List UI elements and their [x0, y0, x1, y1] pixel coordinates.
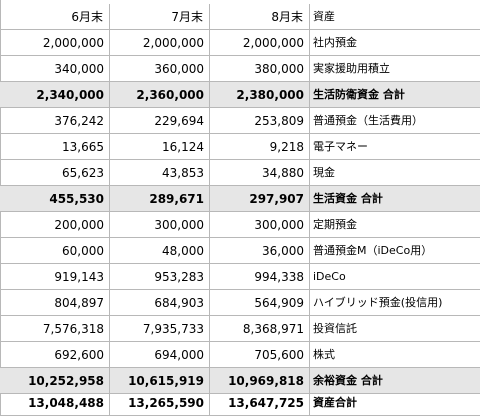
table-row: 919,143 953,283 994,338 iDeCo: [0, 264, 480, 290]
cell-june[interactable]: 340,000: [0, 56, 110, 82]
subtotal-row: 10,252,958 10,615,919 10,969,818 余裕資金 合計: [0, 368, 480, 394]
cell-july[interactable]: 2,360,000: [110, 82, 210, 108]
cell-july[interactable]: 694,000: [110, 342, 210, 368]
cell-july[interactable]: 360,000: [110, 56, 210, 82]
cell-august[interactable]: 36,000: [210, 238, 310, 264]
cell-june[interactable]: 65,623: [0, 160, 110, 186]
cell-label[interactable]: 生活資金 合計: [310, 186, 480, 212]
cell-june[interactable]: 455,530: [0, 186, 110, 212]
cell-august[interactable]: 380,000: [210, 56, 310, 82]
table-row: 376,242 229,694 253,809 普通預金（生活費用）: [0, 108, 480, 134]
cell-june[interactable]: 60,000: [0, 238, 110, 264]
table-row: 200,000 300,000 300,000 定期預金: [0, 212, 480, 238]
cell-label[interactable]: 社内預金: [310, 30, 480, 56]
cell-july[interactable]: 13,265,590: [110, 390, 210, 416]
cell-july[interactable]: 10,615,919: [110, 368, 210, 394]
cell-label[interactable]: 投資信託: [310, 316, 480, 342]
cell-june[interactable]: 13,048,488: [0, 390, 110, 416]
cell-july[interactable]: 48,000: [110, 238, 210, 264]
cell-august[interactable]: 564,909: [210, 290, 310, 316]
header-asset[interactable]: 資産: [310, 4, 480, 30]
cell-august[interactable]: 2,000,000: [210, 30, 310, 56]
cell-june[interactable]: 10,252,958: [0, 368, 110, 394]
cell-label[interactable]: ハイブリッド預金(投信用): [310, 290, 480, 316]
cell-label[interactable]: 資産合計: [310, 390, 480, 416]
cell-label[interactable]: 電子マネー: [310, 134, 480, 160]
cell-july[interactable]: 16,124: [110, 134, 210, 160]
table-row: 692,600 694,000 705,600 株式: [0, 342, 480, 368]
cell-august[interactable]: 253,809: [210, 108, 310, 134]
cell-label[interactable]: 余裕資金 合計: [310, 368, 480, 394]
table-row: 2,000,000 2,000,000 2,000,000 社内預金: [0, 30, 480, 56]
cell-august[interactable]: 34,880: [210, 160, 310, 186]
cell-june[interactable]: 2,340,000: [0, 82, 110, 108]
cell-june[interactable]: 376,242: [0, 108, 110, 134]
cell-august[interactable]: 297,907: [210, 186, 310, 212]
cell-july[interactable]: 43,853: [110, 160, 210, 186]
header-june[interactable]: 6月末: [0, 4, 110, 30]
cell-label[interactable]: iDeCo: [310, 264, 480, 290]
cell-august[interactable]: 8,368,971: [210, 316, 310, 342]
cell-july[interactable]: 229,694: [110, 108, 210, 134]
cell-august[interactable]: 2,380,000: [210, 82, 310, 108]
cell-august[interactable]: 705,600: [210, 342, 310, 368]
table-row: 13,665 16,124 9,218 電子マネー: [0, 134, 480, 160]
cell-july[interactable]: 684,903: [110, 290, 210, 316]
subtotal-row: 455,530 289,671 297,907 生活資金 合計: [0, 186, 480, 212]
cell-label[interactable]: 実家援助用積立: [310, 56, 480, 82]
cell-august[interactable]: 300,000: [210, 212, 310, 238]
cell-label[interactable]: 生活防衛資金 合計: [310, 82, 480, 108]
cell-july[interactable]: 289,671: [110, 186, 210, 212]
cell-label[interactable]: 現金: [310, 160, 480, 186]
cell-june[interactable]: 7,576,318: [0, 316, 110, 342]
table-row: 340,000 360,000 380,000 実家援助用積立: [0, 56, 480, 82]
cell-july[interactable]: 7,935,733: [110, 316, 210, 342]
header-july[interactable]: 7月末: [110, 4, 210, 30]
cell-august[interactable]: 9,218: [210, 134, 310, 160]
cell-august[interactable]: 13,647,725: [210, 390, 310, 416]
cell-label[interactable]: 普通預金M（iDeCo用）: [310, 238, 480, 264]
cell-june[interactable]: 692,600: [0, 342, 110, 368]
header-august[interactable]: 8月末: [210, 4, 310, 30]
cell-label[interactable]: 定期預金: [310, 212, 480, 238]
cell-july[interactable]: 953,283: [110, 264, 210, 290]
grand-total-row: 13,048,488 13,265,590 13,647,725 資産合計: [0, 390, 480, 416]
cell-label[interactable]: 株式: [310, 342, 480, 368]
subtotal-row: 2,340,000 2,360,000 2,380,000 生活防衛資金 合計: [0, 82, 480, 108]
cell-june[interactable]: 804,897: [0, 290, 110, 316]
cell-july[interactable]: 2,000,000: [110, 30, 210, 56]
cell-label[interactable]: 普通預金（生活費用）: [310, 108, 480, 134]
header-row: 6月末 7月末 8月末 資産: [0, 4, 480, 30]
cell-june[interactable]: 2,000,000: [0, 30, 110, 56]
table-row: 7,576,318 7,935,733 8,368,971 投資信託: [0, 316, 480, 342]
cell-august[interactable]: 994,338: [210, 264, 310, 290]
table-row: 65,623 43,853 34,880 現金: [0, 160, 480, 186]
table-row: 60,000 48,000 36,000 普通預金M（iDeCo用）: [0, 238, 480, 264]
cell-august[interactable]: 10,969,818: [210, 368, 310, 394]
cell-june[interactable]: 13,665: [0, 134, 110, 160]
cell-june[interactable]: 200,000: [0, 212, 110, 238]
table-row: 804,897 684,903 564,909 ハイブリッド預金(投信用): [0, 290, 480, 316]
cell-july[interactable]: 300,000: [110, 212, 210, 238]
cell-june[interactable]: 919,143: [0, 264, 110, 290]
